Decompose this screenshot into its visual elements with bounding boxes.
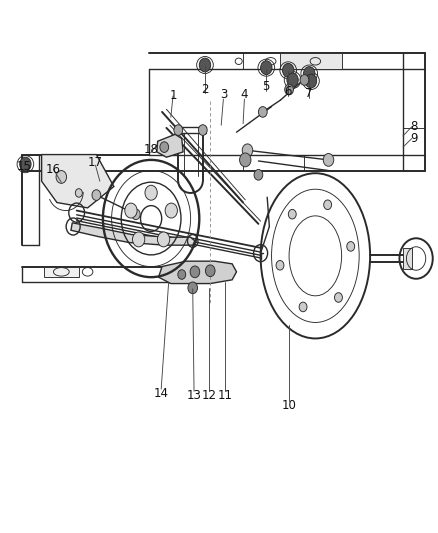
Circle shape (287, 73, 298, 87)
Text: 8: 8 (410, 120, 417, 133)
Circle shape (300, 75, 309, 85)
Circle shape (157, 232, 170, 247)
Text: 12: 12 (202, 389, 217, 402)
Text: 7: 7 (305, 87, 313, 100)
Circle shape (276, 261, 284, 270)
Circle shape (283, 63, 294, 77)
Circle shape (188, 282, 198, 294)
Circle shape (285, 84, 293, 95)
Circle shape (304, 67, 315, 80)
Circle shape (254, 169, 263, 180)
Text: 13: 13 (187, 389, 201, 402)
Circle shape (347, 241, 355, 251)
Polygon shape (157, 134, 183, 157)
Text: 16: 16 (46, 163, 61, 176)
Text: 15: 15 (17, 160, 32, 173)
Text: 10: 10 (282, 399, 297, 411)
Circle shape (324, 200, 332, 209)
Polygon shape (44, 266, 79, 277)
Polygon shape (42, 155, 114, 208)
Text: 1: 1 (169, 90, 177, 102)
Circle shape (199, 58, 211, 72)
Text: 4: 4 (240, 88, 248, 101)
Text: 5: 5 (263, 80, 270, 93)
Circle shape (288, 209, 296, 219)
Circle shape (258, 107, 267, 117)
Text: 11: 11 (217, 389, 232, 402)
Text: 17: 17 (88, 156, 103, 169)
Polygon shape (280, 53, 342, 69)
Circle shape (160, 142, 169, 152)
Circle shape (165, 203, 177, 218)
Circle shape (131, 209, 140, 220)
Polygon shape (71, 223, 195, 245)
Circle shape (20, 157, 31, 171)
Circle shape (335, 293, 343, 302)
Circle shape (299, 302, 307, 312)
Circle shape (323, 154, 334, 166)
Text: 6: 6 (284, 85, 292, 98)
Circle shape (190, 266, 200, 278)
Circle shape (145, 185, 157, 200)
Text: 3: 3 (220, 88, 227, 101)
Text: 14: 14 (154, 387, 169, 400)
Circle shape (125, 203, 137, 218)
Circle shape (242, 144, 253, 157)
Circle shape (240, 153, 251, 167)
Circle shape (92, 190, 101, 200)
Circle shape (174, 125, 183, 135)
Text: 9: 9 (410, 132, 418, 145)
Circle shape (75, 189, 82, 197)
Text: 2: 2 (201, 83, 209, 95)
Circle shape (305, 74, 317, 88)
Circle shape (205, 265, 215, 277)
Polygon shape (159, 261, 237, 284)
Polygon shape (403, 248, 412, 269)
Circle shape (133, 232, 145, 247)
Circle shape (178, 270, 186, 279)
Circle shape (261, 61, 272, 75)
Circle shape (198, 125, 207, 135)
Circle shape (56, 171, 67, 183)
Text: 18: 18 (144, 143, 159, 156)
